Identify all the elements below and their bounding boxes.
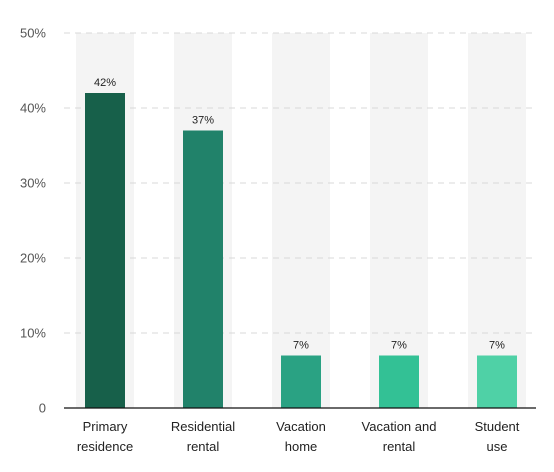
category-label: Vacation and [362,419,437,434]
y-tick-label: 20% [20,251,46,266]
category-label: home [285,439,318,454]
data-label: 37% [192,115,214,127]
category-label: residence [77,439,133,454]
data-labels: 42% 37% 7% 7% 7% [94,77,505,352]
category-label: Residential [171,419,235,434]
data-label: 7% [489,340,505,352]
category-label: rental [187,439,220,454]
category-label: Primary [83,419,128,434]
bar [183,130,223,408]
bar [477,355,517,408]
bar [85,93,125,408]
column-band [272,33,330,408]
category-label: use [487,439,508,454]
column-band [468,33,526,408]
category-label: Student [475,419,520,434]
y-axis: 0 10% 20% 30% 40% 50% [20,26,46,416]
column-bands [76,33,526,408]
y-tick-label: 10% [20,326,46,341]
bar [281,355,321,408]
data-label: 42% [94,77,116,89]
category-label: Vacation [276,419,326,434]
y-tick-label: 50% [20,26,46,41]
bar [379,355,419,408]
y-tick-label: 0 [39,401,46,416]
data-label: 7% [391,340,407,352]
column-band [370,33,428,408]
y-tick-label: 30% [20,176,46,191]
y-tick-label: 40% [20,101,46,116]
category-label: rental [383,439,416,454]
gridlines [64,32,536,334]
x-axis: Primary residence Residential rental Vacatio… [77,419,520,454]
bars [85,93,517,408]
data-label: 7% [293,340,309,352]
